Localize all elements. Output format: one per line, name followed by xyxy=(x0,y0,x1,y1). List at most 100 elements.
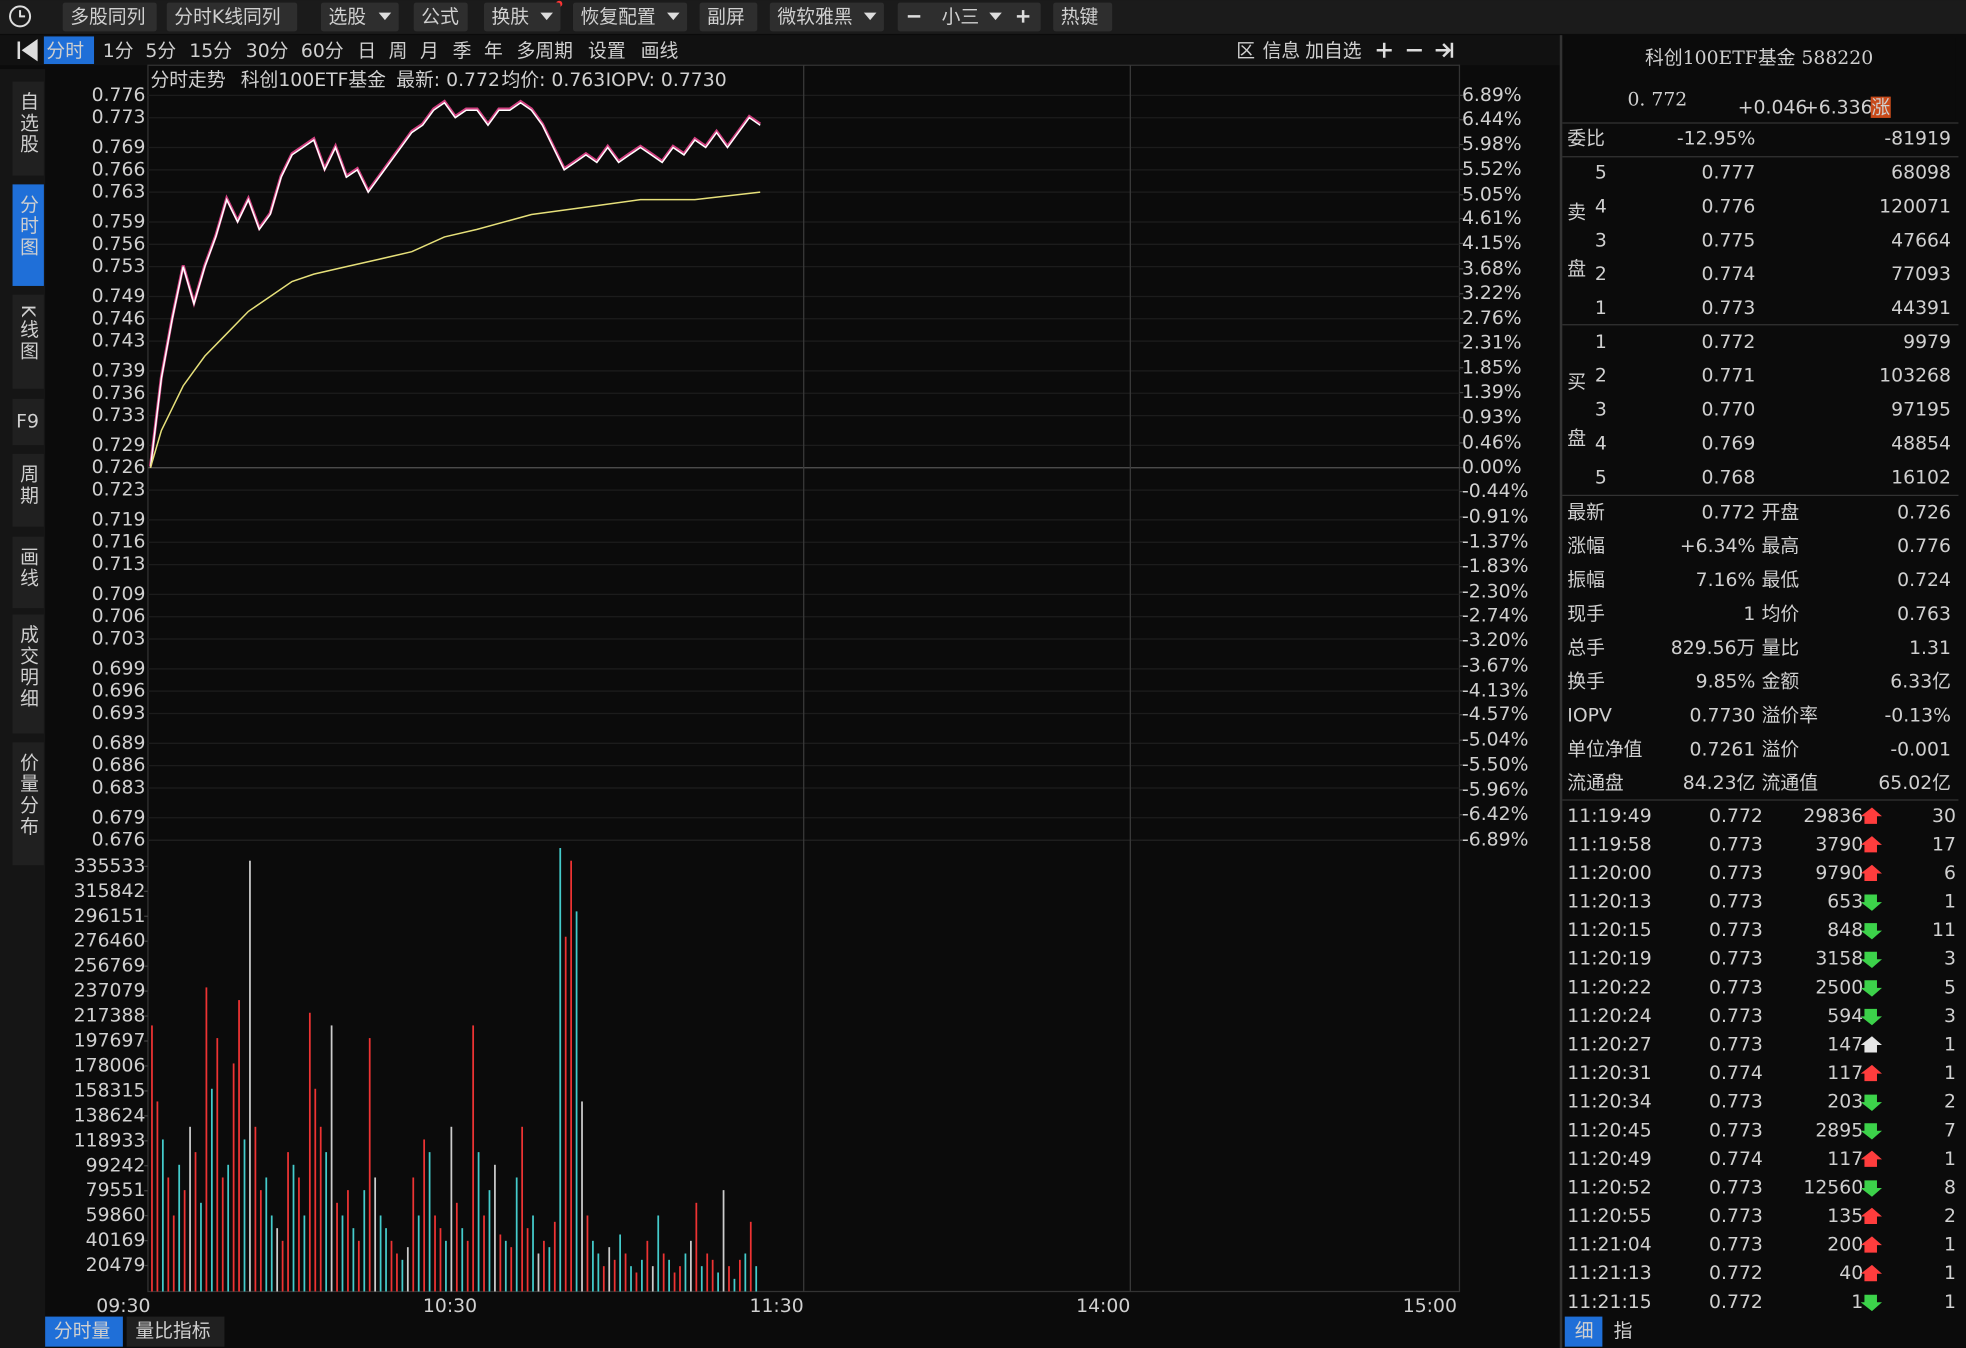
volume-bar xyxy=(423,1139,426,1292)
period-tab[interactable]: 分时 xyxy=(46,40,84,62)
book-price: 0.774 xyxy=(1702,264,1756,285)
sidebar-tab[interactable] xyxy=(12,614,44,734)
tick-arrow xyxy=(1860,1064,1882,1082)
volume-bar xyxy=(428,1152,431,1292)
tick-arrow xyxy=(1860,980,1882,997)
volume-bar xyxy=(597,1253,600,1292)
bottom-tab[interactable] xyxy=(126,1316,225,1347)
tick-volume: 117 xyxy=(1827,1063,1863,1084)
period-tab[interactable]: 季 xyxy=(453,40,472,62)
toolbar-label: 微软雅黑 xyxy=(777,6,852,28)
volume-tick-label: 20479 xyxy=(86,1255,146,1276)
panel-tab-active[interactable] xyxy=(1564,1316,1603,1347)
toolbar-button[interactable] xyxy=(320,2,399,32)
stat-label: IOPV xyxy=(1567,706,1612,727)
sidebar-tab[interactable] xyxy=(12,294,44,389)
bottom-tab-active[interactable] xyxy=(45,1316,123,1347)
book-level: 5 xyxy=(1595,163,1607,184)
period-tab-active[interactable] xyxy=(43,36,95,65)
period-tab[interactable]: 周 xyxy=(389,41,408,62)
sidebar-label[interactable]: 自选股 xyxy=(17,91,38,155)
period-tab[interactable]: 设置 xyxy=(588,40,626,62)
volume-bar xyxy=(341,1215,344,1292)
period-tab[interactable]: 多周期 xyxy=(517,40,573,62)
y2-tick-label: 5.05% xyxy=(1462,184,1522,205)
tick-count: 6 xyxy=(1944,863,1956,884)
volume-bar xyxy=(336,1202,338,1292)
toolbar-button[interactable] xyxy=(413,2,468,32)
panel-tab-label[interactable]: 指 xyxy=(1614,1320,1633,1342)
first-icon[interactable] xyxy=(17,39,38,62)
toolbar-button[interactable] xyxy=(1053,2,1113,32)
period-tab[interactable]: 15分 xyxy=(189,40,232,62)
period-tab[interactable]: 年 xyxy=(484,40,503,62)
bottom-tab-label[interactable]: 量比指标 xyxy=(135,1320,210,1342)
period-tab[interactable]: 30分 xyxy=(246,40,289,62)
chart-tool[interactable]: 加自选 xyxy=(1305,40,1362,62)
panel-tab-label[interactable]: 细 xyxy=(1575,1320,1594,1342)
period-tab[interactable]: 1分 xyxy=(103,40,134,62)
toolbar-button[interactable] xyxy=(897,2,1041,32)
toolbar-button[interactable] xyxy=(572,2,688,32)
sidebar-tab[interactable] xyxy=(12,453,44,527)
volume-bar xyxy=(161,1139,164,1292)
x-tick-label: 10:30 xyxy=(423,1296,477,1317)
volume-bar xyxy=(559,848,562,1292)
period-bar xyxy=(0,35,1563,66)
y2-tick-label: 5.98% xyxy=(1462,134,1522,155)
tick-time: 11:20:00 xyxy=(1567,863,1651,884)
sidebar-label[interactable]: 画线 xyxy=(17,547,38,590)
tick-time: 11:20:15 xyxy=(1567,920,1651,941)
book-price: 0.777 xyxy=(1702,163,1756,184)
clock-icon[interactable] xyxy=(9,5,32,28)
tick-time: 11:21:04 xyxy=(1567,1235,1651,1256)
tick-price: 0.772 xyxy=(1709,1292,1763,1313)
sidebar-label[interactable]: 分时图 xyxy=(17,194,38,258)
period-tab[interactable]: 5分 xyxy=(145,40,176,62)
toolbar-button[interactable] xyxy=(699,2,758,32)
volume-bar xyxy=(314,1088,317,1292)
volume-bar xyxy=(472,1025,475,1292)
sidebar-tab[interactable] xyxy=(12,81,44,176)
sidebar-tab[interactable] xyxy=(12,742,44,866)
chart-tool[interactable]: 区 xyxy=(1236,41,1255,62)
volume-bar xyxy=(200,1202,202,1292)
sidebar-label[interactable]: F9 xyxy=(16,411,39,432)
sidebar-tab[interactable] xyxy=(12,536,44,609)
volume-bar xyxy=(189,1126,191,1292)
volume-bar xyxy=(755,1266,758,1292)
tick-price: 0.774 xyxy=(1709,1063,1763,1084)
tick-arrow xyxy=(1860,951,1882,969)
period-tab[interactable]: 月 xyxy=(420,41,439,62)
toolbar-button[interactable] xyxy=(166,2,298,32)
toolbar-button[interactable] xyxy=(769,2,884,32)
period-tab[interactable]: 画线 xyxy=(641,40,679,62)
stat-label: 振幅 xyxy=(1567,569,1605,591)
sidebar-label[interactable]: 价量分布 xyxy=(17,752,38,837)
volume-bar xyxy=(477,1152,480,1292)
volume-bar xyxy=(706,1253,709,1292)
sidebar-tab[interactable] xyxy=(12,398,44,446)
sidebar-label[interactable]: K线图 xyxy=(17,305,38,362)
tick-arrow xyxy=(1860,836,1882,853)
toolbar-button[interactable] xyxy=(483,2,561,32)
tick-volume: 29836 xyxy=(1803,806,1863,827)
sidebar-tab-active[interactable] xyxy=(12,184,44,286)
toolbar-label: 公式 xyxy=(421,6,459,28)
sidebar-label[interactable]: 成交明细 xyxy=(17,624,38,710)
y2-tick-label: -1.83% xyxy=(1462,556,1529,577)
period-tab[interactable]: 日 xyxy=(357,41,376,62)
volume-bar xyxy=(684,1253,687,1292)
tick-count: 1 xyxy=(1944,1292,1956,1313)
toolbar-button[interactable] xyxy=(62,2,157,32)
chart-tool-icons[interactable] xyxy=(1376,42,1454,58)
bottom-tab-label[interactable]: 分时量 xyxy=(54,1320,110,1342)
chart-tool[interactable]: 信息 xyxy=(1263,40,1301,62)
book-volume: 68098 xyxy=(1891,163,1951,184)
period-tab[interactable]: 60分 xyxy=(301,40,344,62)
y-tick-label: 0.683 xyxy=(92,777,146,798)
tick-price: 0.772 xyxy=(1709,1263,1763,1284)
volume-tick-label: 276460 xyxy=(74,931,146,952)
volume-bar xyxy=(532,1215,534,1292)
sidebar-label[interactable]: 周期 xyxy=(17,464,38,507)
